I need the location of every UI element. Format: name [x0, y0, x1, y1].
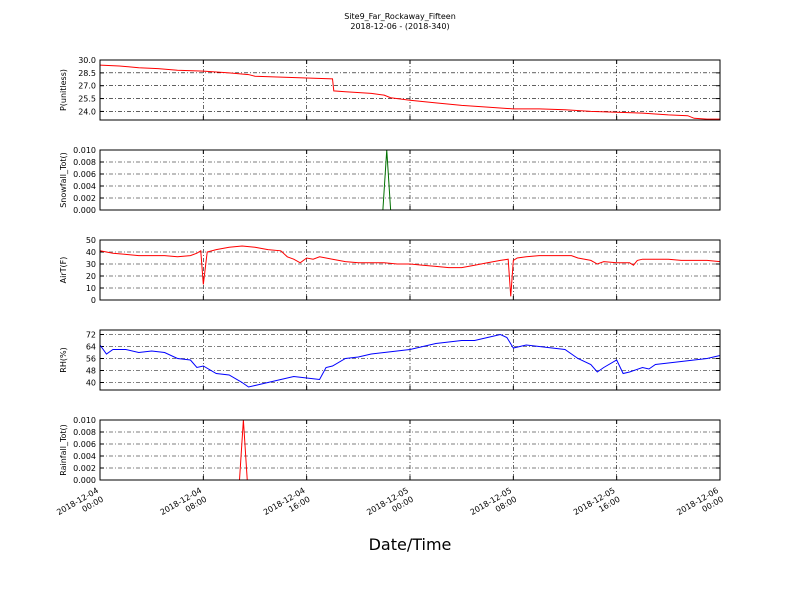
y-tick-label: 20 [86, 272, 96, 281]
y-tick-label: 0.008 [73, 428, 96, 437]
y-tick-label: 0.002 [73, 464, 96, 473]
y-tick-label: 0 [91, 296, 96, 305]
y-tick-label: 27.0 [78, 82, 96, 91]
plot-frame [99, 239, 721, 301]
y-tick-label: 30 [86, 260, 96, 269]
x-axis-label: Date/Time [369, 535, 452, 554]
plot-frame [99, 419, 721, 481]
y-tick-label: 0.004 [73, 182, 96, 191]
x-tick-label: 2018-12-0516:00 [572, 486, 622, 526]
y-tick-label: 30.0 [78, 56, 96, 65]
y-tick-label: 0.002 [73, 194, 96, 203]
y-axis-label: P(unitless) [59, 69, 68, 111]
y-tick-label: 0.006 [73, 170, 96, 179]
panel-3: 72 64 56 48 40 RH(%) [59, 329, 721, 391]
y-tick-label: 64 [86, 343, 96, 352]
y-tick-label: 0.006 [73, 440, 96, 449]
plot-frame [99, 59, 721, 121]
panel-2: 50 40 30 20 10 0 AirT(F) [59, 236, 721, 305]
x-tick-label: 2018-12-0416:00 [262, 486, 312, 526]
plot-frame [99, 329, 721, 391]
y-tick-label: 72 [86, 331, 96, 340]
y-tick-label: 40 [86, 379, 96, 388]
panel-4: 0.010 0.008 0.006 0.004 0.002 0.000 Rainfall_T… [59, 416, 721, 485]
y-tick-label: 0.010 [73, 146, 96, 155]
x-tick-label: 2018-12-0600:00 [675, 486, 725, 526]
chart-subtitle: 2018-12-06 - (2018-340) [350, 22, 449, 31]
chart-title: Site9_Far_Rockaway_Fifteen [344, 12, 456, 21]
x-tick-labels: 2018-12-0400:00 2018-12-0408:00 2018-12-04… [55, 486, 725, 526]
y-tick-label: 24.0 [78, 107, 96, 116]
y-tick-label: 0.008 [73, 158, 96, 167]
panels: 30.0 28.5 27.0 25.5 24.0 P(unitless) 0.010 0.00… [59, 56, 721, 485]
panel-1: 0.010 0.008 0.006 0.004 0.002 0.000 Snowfall_T… [59, 146, 721, 215]
y-axis-label: Rainfall_Tot() [59, 424, 68, 476]
x-tick-label: 2018-12-0408:00 [159, 486, 209, 526]
y-tick-label: 0.000 [73, 476, 96, 485]
y-tick-label: 56 [86, 355, 96, 364]
x-tick-label: 2018-12-0508:00 [469, 486, 519, 526]
series-line-2 [99, 245, 721, 297]
y-tick-label: 48 [86, 367, 96, 376]
y-tick-label: 28.5 [78, 69, 96, 78]
y-tick-label: 0.004 [73, 452, 96, 461]
y-axis-label: Snowfall_Tot() [59, 152, 68, 208]
y-tick-label: 25.5 [78, 95, 96, 104]
x-tick-label: 2018-12-0500:00 [365, 486, 415, 526]
x-tick-label: 2018-12-0400:00 [55, 486, 105, 526]
plot-frame [99, 149, 721, 211]
series-line-0 [99, 64, 720, 120]
y-tick-label: 40 [86, 248, 96, 257]
y-tick-label: 0.010 [73, 416, 96, 425]
y-tick-label: 10 [86, 284, 96, 293]
y-tick-label: 0.000 [73, 206, 96, 215]
y-axis-label: RH(%) [59, 347, 68, 372]
panel-0: 30.0 28.5 27.0 25.5 24.0 P(unitless) [59, 56, 721, 121]
y-axis-label: AirT(F) [59, 257, 68, 284]
series-line-3 [99, 333, 721, 388]
y-tick-label: 50 [86, 236, 96, 245]
